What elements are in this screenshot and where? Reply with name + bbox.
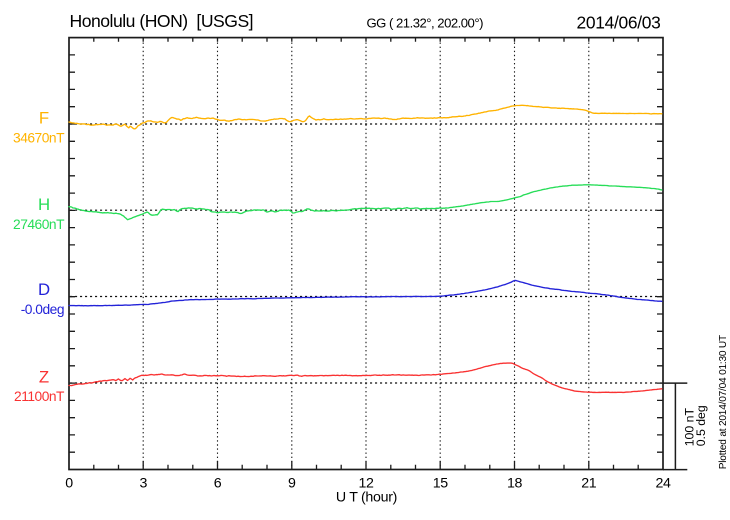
svg-text:27460nT: 27460nT <box>13 217 65 232</box>
svg-text:-0.0deg: -0.0deg <box>21 302 64 317</box>
svg-text:F: F <box>39 109 49 128</box>
svg-text:18: 18 <box>507 475 522 491</box>
svg-text:21100nT: 21100nT <box>14 389 65 404</box>
svg-text:6: 6 <box>214 475 222 491</box>
svg-text:12: 12 <box>359 475 374 491</box>
svg-text:3: 3 <box>139 475 147 491</box>
svg-text:Plotted at 2014/07/04 01:30 UT: Plotted at 2014/07/04 01:30 UT <box>718 335 729 469</box>
svg-text:34670nT: 34670nT <box>13 131 65 146</box>
svg-text:24: 24 <box>656 475 671 491</box>
svg-text:2014/06/03: 2014/06/03 <box>576 12 660 32</box>
svg-text:9: 9 <box>288 475 296 491</box>
svg-text:U T (hour): U T (hour) <box>336 490 397 506</box>
svg-text:Z: Z <box>39 367 49 386</box>
svg-text:D: D <box>38 280 50 299</box>
svg-text:15: 15 <box>433 475 448 491</box>
svg-text:100 nT: 100 nT <box>682 408 696 447</box>
svg-text:21: 21 <box>581 475 596 491</box>
svg-text:0: 0 <box>65 475 73 491</box>
svg-text:0.5 deg: 0.5 deg <box>694 405 708 446</box>
svg-text:GG ( 21.32°, 202.00°): GG ( 21.32°, 202.00°) <box>367 16 484 31</box>
svg-text:H: H <box>38 195 50 214</box>
svg-text:Honolulu (HON) [USGS]: Honolulu (HON) [USGS] <box>70 11 254 31</box>
